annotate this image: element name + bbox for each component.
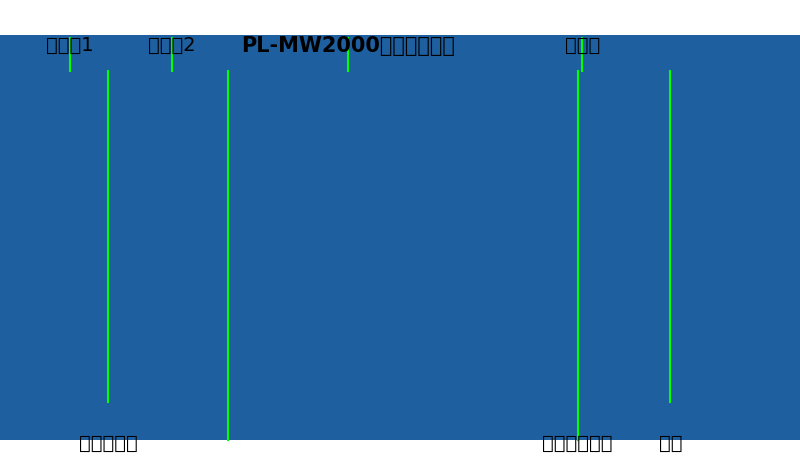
Bar: [0, 36, 800, 440]
Text: 激光器探头: 激光器探头: [78, 433, 138, 452]
Text: 激光器: 激光器: [565, 36, 600, 55]
Text: 铁架台2: 铁架台2: [148, 36, 196, 55]
Text: 开关: 开关: [658, 433, 682, 452]
Text: 光功率计探头: 光功率计探头: [193, 474, 263, 476]
Text: 电流调节旋钮: 电流调节旋钮: [542, 433, 613, 452]
Text: PL-MW2000强光光功率计: PL-MW2000强光光功率计: [241, 36, 455, 56]
Text: 铁架台1: 铁架台1: [46, 36, 94, 55]
Text: 电源开关: 电源开关: [554, 474, 601, 476]
